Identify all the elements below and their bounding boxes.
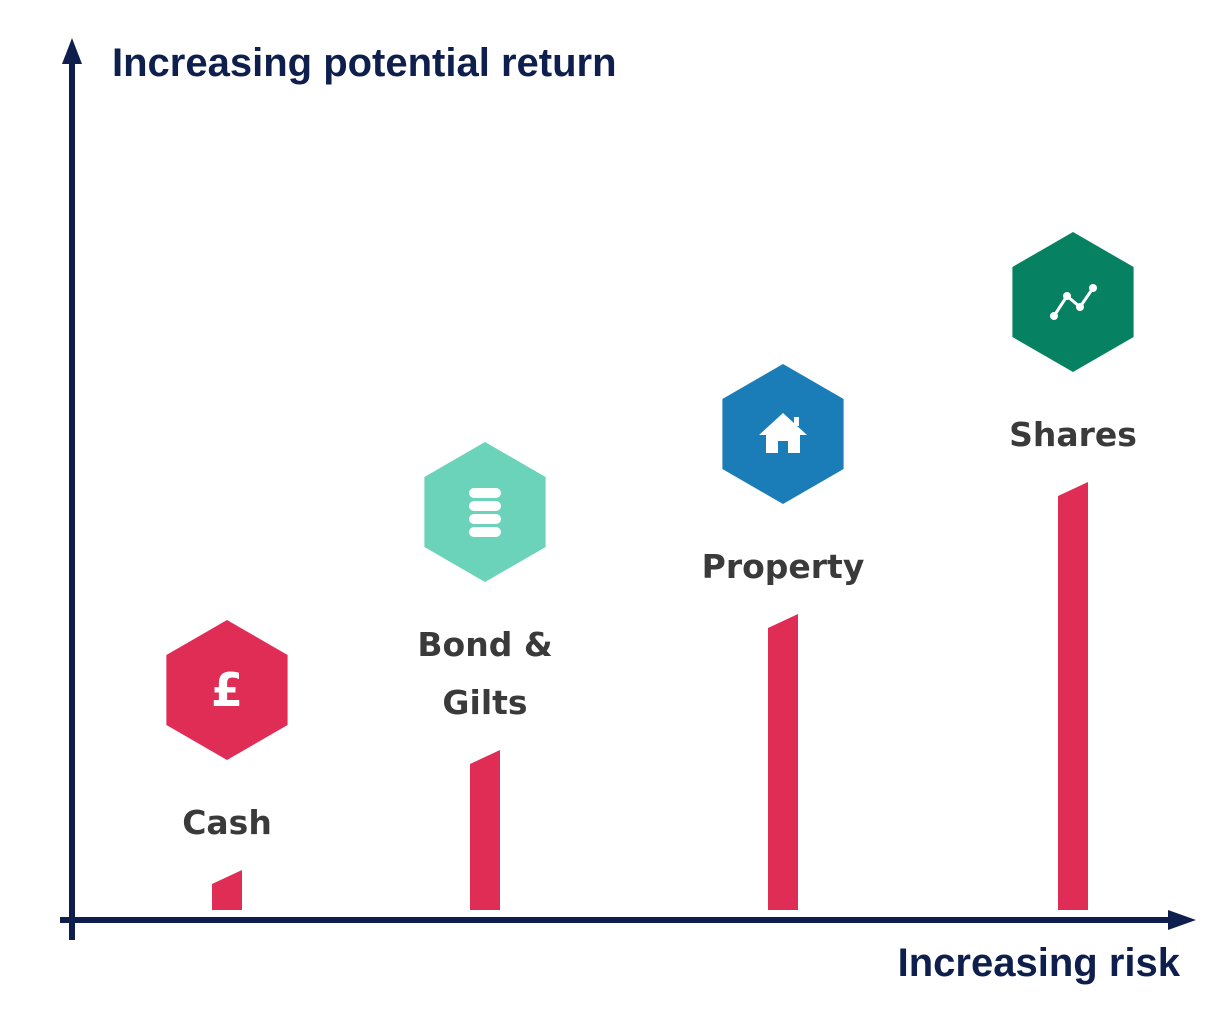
- hexagon-bond-gilts: [424, 442, 546, 582]
- y-axis-title: Increasing potential return: [112, 41, 617, 85]
- bar-bond-gilts: [470, 750, 500, 910]
- pound-icon: [210, 663, 244, 717]
- x-axis-arrow: [1168, 910, 1196, 930]
- bar-cash: [212, 870, 242, 910]
- y-axis-arrow: [62, 38, 82, 64]
- category-label-bond-gilts-line-1: Bond &: [417, 625, 552, 664]
- category-label-property: Property: [702, 547, 865, 586]
- category-label-bond-gilts-line-2: Gilts: [442, 683, 527, 722]
- x-axis-title: Increasing risk: [898, 941, 1181, 985]
- category-label-shares: Shares: [1009, 415, 1137, 454]
- bar-property: [768, 614, 798, 910]
- chart-marks: Cash Bond & Gilts Property Shares: [166, 232, 1137, 910]
- bar-shares: [1058, 482, 1088, 910]
- category-label-cash: Cash: [182, 803, 272, 842]
